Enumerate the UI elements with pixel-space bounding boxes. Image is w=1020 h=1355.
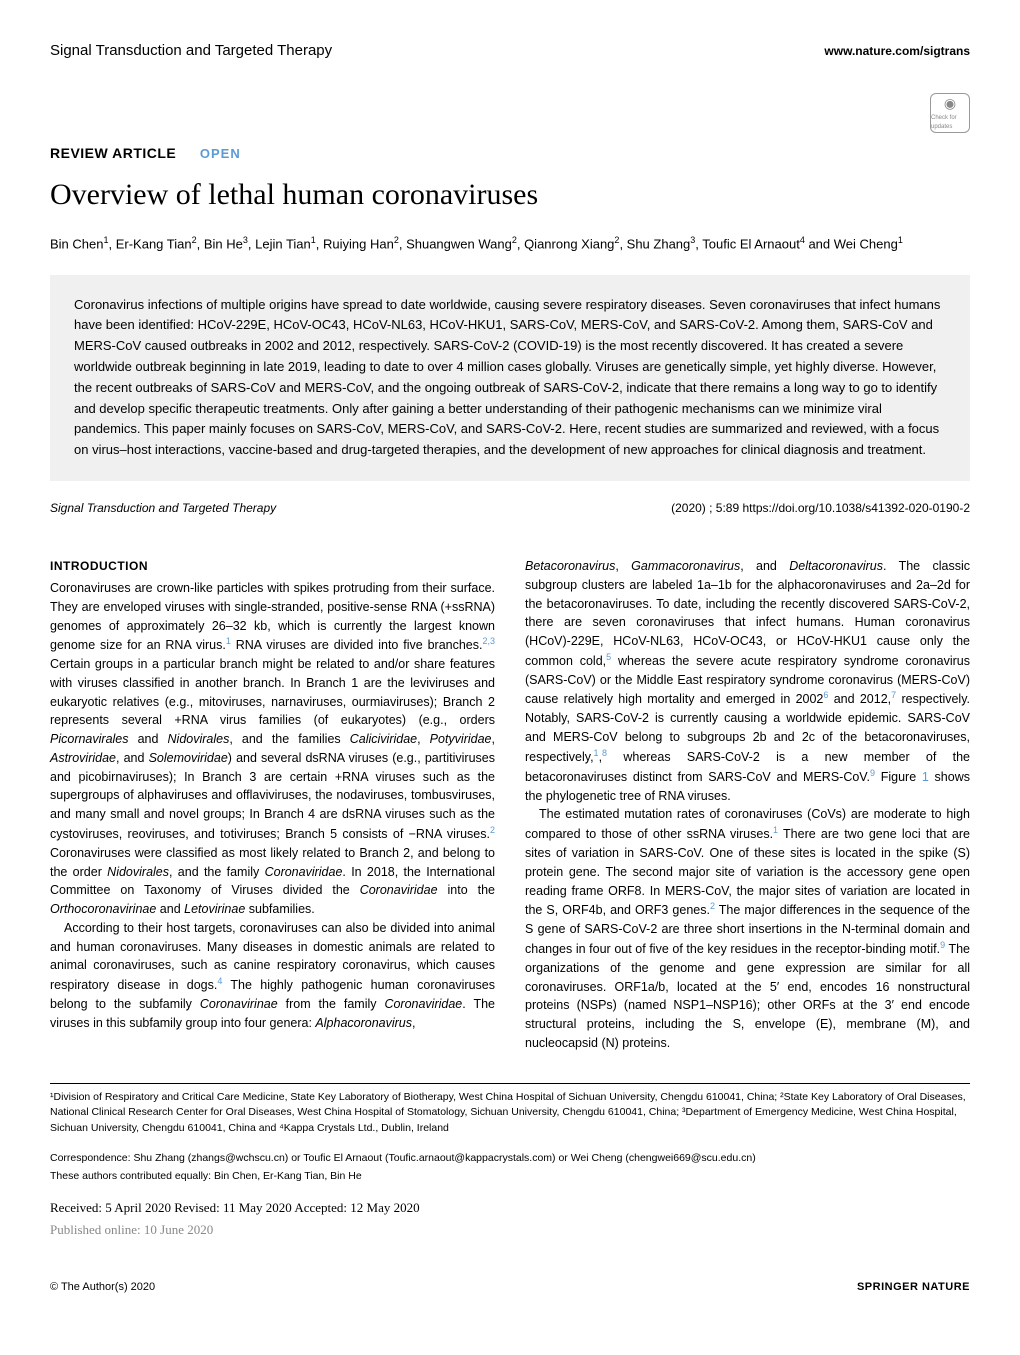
citation-journal: Signal Transduction and Targeted Therapy (50, 499, 276, 517)
check-updates-label: Check for updates (931, 114, 969, 132)
body-columns: INTRODUCTION Coronaviruses are crown-lik… (50, 557, 970, 1053)
citation-row: Signal Transduction and Targeted Therapy… (50, 499, 970, 517)
publisher-name: SPRINGER NATURE (857, 1279, 970, 1296)
journal-url[interactable]: www.nature.com/sigtrans (824, 42, 970, 60)
affiliations: ¹Division of Respiratory and Critical Ca… (50, 1083, 970, 1137)
article-title: Overview of lethal human coronaviruses (50, 172, 970, 217)
section-heading: INTRODUCTION (50, 557, 495, 575)
abstract-box: Coronavirus infections of multiple origi… (50, 275, 970, 481)
author-list: Bin Chen1, Er-Kang Tian2, Bin He3, Lejin… (50, 233, 970, 255)
article-type-label: REVIEW ARTICLE (50, 143, 176, 164)
check-for-updates-badge[interactable]: Check for updates (930, 93, 970, 133)
correspondence: Correspondence: Shu Zhang (zhangs@wchscu… (50, 1151, 970, 1167)
page-footer: © The Author(s) 2020 SPRINGER NATURE (50, 1279, 970, 1296)
equal-contribution-note: These authors contributed equally: Bin C… (50, 1169, 970, 1185)
page-header: Signal Transduction and Targeted Therapy… (50, 40, 970, 63)
article-dates: Received: 5 April 2020 Revised: 11 May 2… (50, 1198, 970, 1218)
body-paragraph: Coronaviruses are crown-like particles w… (50, 579, 495, 919)
journal-name: Signal Transduction and Targeted Therapy (50, 40, 332, 63)
published-online: Published online: 10 June 2020 (50, 1220, 970, 1240)
copyright-text: © The Author(s) 2020 (50, 1279, 155, 1296)
body-paragraph: The estimated mutation rates of coronavi… (525, 805, 970, 1052)
right-column: Betacoronavirus, Gammacoronavirus, and D… (525, 557, 970, 1053)
body-paragraph: Betacoronavirus, Gammacoronavirus, and D… (525, 557, 970, 805)
citation-info: (2020) ; 5:89 https://doi.org/10.1038/s4… (671, 499, 970, 517)
open-access-badge: OPEN (200, 146, 241, 161)
abstract-text: Coronavirus infections of multiple origi… (74, 297, 940, 458)
body-paragraph: According to their host targets, coronav… (50, 919, 495, 1033)
article-type-row: REVIEW ARTICLE OPEN (50, 143, 970, 164)
left-column: INTRODUCTION Coronaviruses are crown-lik… (50, 557, 495, 1053)
